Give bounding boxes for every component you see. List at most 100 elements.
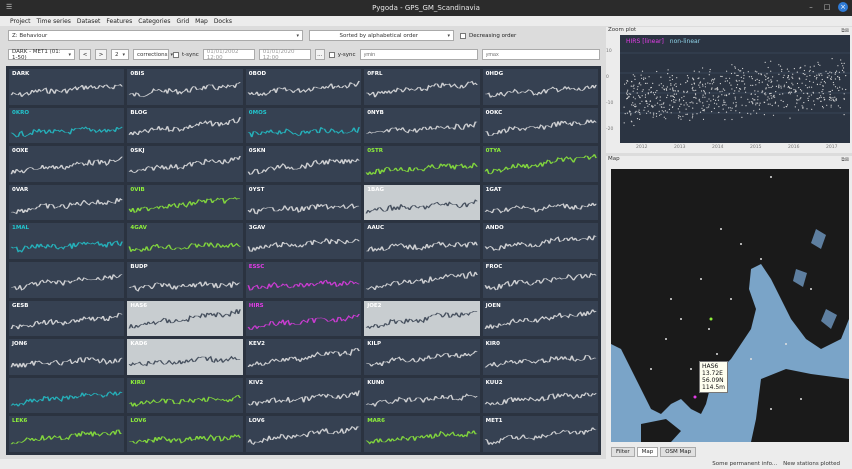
station-timeseries	[364, 262, 479, 298]
station-cell[interactable]: 0OXE	[9, 146, 124, 182]
station-label: KILP	[367, 341, 381, 347]
station-cell[interactable]: KIR0	[483, 339, 598, 375]
zoom-point	[789, 92, 790, 93]
mode-select[interactable]: corrections ▾	[133, 49, 169, 60]
station-cell[interactable]	[364, 262, 479, 298]
station-cell[interactable]: KIV2	[246, 378, 361, 414]
checkbox-icon[interactable]	[460, 33, 466, 39]
close-icon[interactable]: ×	[838, 2, 848, 12]
station-cell[interactable]: 0BOD	[246, 69, 361, 105]
columns-select[interactable]: 2 ▾	[111, 49, 129, 60]
feature-select[interactable]: Z: Behaviour ▾	[8, 30, 303, 41]
station-cell[interactable]: KAD6	[127, 339, 242, 375]
minimize-icon[interactable]: –	[806, 2, 816, 12]
station-cell[interactable]: 0TYA	[483, 146, 598, 182]
station-cell[interactable]: ESSC	[246, 262, 361, 298]
station-cell[interactable]: KEV2	[246, 339, 361, 375]
tab-osm-map[interactable]: OSM Map	[660, 447, 696, 457]
station-cell[interactable]: ANDO	[483, 223, 598, 259]
station-cell[interactable]: KIRU	[127, 378, 242, 414]
maximize-icon[interactable]: □	[822, 2, 832, 12]
station-cell[interactable]: BLOG	[127, 108, 242, 144]
station-cell[interactable]: 0VIB	[127, 185, 242, 221]
next-page-button[interactable]: >	[95, 49, 107, 60]
ymax-field[interactable]	[482, 49, 600, 60]
station-cell[interactable]: 1GAT	[483, 185, 598, 221]
station-cell[interactable]: HAS6	[127, 301, 242, 337]
station-cell[interactable]: 1MAL	[9, 223, 124, 259]
station-cell[interactable]: LOV6	[127, 416, 242, 452]
station-cell[interactable]: 0MOS	[246, 108, 361, 144]
menu-features[interactable]: Features	[106, 18, 132, 25]
station-cell[interactable]: BUDP	[127, 262, 242, 298]
zoom-point	[800, 89, 801, 90]
menu-docks[interactable]: Docks	[214, 18, 232, 25]
station-cell[interactable]: 0YST	[246, 185, 361, 221]
tmax-field[interactable]: 01/01/2020 12:00	[259, 49, 311, 60]
x-tick-label: 2016	[788, 145, 799, 150]
station-cell[interactable]: LEK6	[9, 416, 124, 452]
station-cell[interactable]: FROC	[483, 262, 598, 298]
station-cell[interactable]: JON6	[9, 339, 124, 375]
zoom-point	[711, 89, 712, 90]
date-picker-button[interactable]: ...	[315, 49, 325, 60]
zoom-point	[809, 75, 810, 76]
station-cell[interactable]: KUN0	[364, 378, 479, 414]
tab-filter[interactable]: Filter	[611, 447, 635, 457]
ysync-checkbox[interactable]: y-sync	[329, 52, 356, 58]
menu-time-series[interactable]: Time series	[37, 18, 71, 25]
tmin-field[interactable]: 01/01/2002 12:00	[203, 49, 255, 60]
station-cell[interactable]: AAUC	[364, 223, 479, 259]
sort-select[interactable]: Sorted by alphabetical order ▾	[309, 30, 454, 41]
station-cell[interactable]: 0OKC	[483, 108, 598, 144]
zoom-point	[765, 76, 766, 77]
ymin-field[interactable]	[360, 49, 478, 60]
station-cell[interactable]	[9, 378, 124, 414]
menu-map[interactable]: Map	[195, 18, 208, 25]
range-select[interactable]: DARK - MET1 (01: 1-50) ▾	[8, 49, 75, 60]
app-menu-icon[interactable]: ☰	[6, 3, 14, 11]
station-cell[interactable]: GESB	[9, 301, 124, 337]
station-cell[interactable]: DARK	[9, 69, 124, 105]
tsync-checkbox[interactable]: t-sync	[173, 52, 199, 58]
station-cell[interactable]: 0NYB	[364, 108, 479, 144]
station-cell[interactable]: 0VAR	[9, 185, 124, 221]
dock-float-icon[interactable]: ⧉⊠	[841, 28, 849, 34]
station-cell[interactable]: MET1	[483, 416, 598, 452]
station-cell[interactable]: MAR6	[364, 416, 479, 452]
tab-map[interactable]: Map	[637, 447, 659, 457]
dock-float-icon[interactable]: ⧉⊠	[841, 157, 849, 163]
zoom-point	[627, 90, 628, 91]
menu-categories[interactable]: Categories	[138, 18, 170, 25]
station-cell[interactable]: 4GAV	[127, 223, 242, 259]
menu-grid[interactable]: Grid	[177, 18, 190, 25]
zoom-point	[718, 96, 719, 97]
checkbox-icon[interactable]	[329, 52, 335, 58]
checkbox-icon[interactable]	[173, 52, 179, 58]
station-cell[interactable]: 0STR	[364, 146, 479, 182]
station-cell[interactable]: KILP	[364, 339, 479, 375]
station-cell[interactable]: 0BIS	[127, 69, 242, 105]
station-cell[interactable]: 0SKJ	[127, 146, 242, 182]
station-label: 0YST	[249, 187, 265, 193]
station-cell[interactable]: 0FRL	[364, 69, 479, 105]
station-cell[interactable]: 0SKN	[246, 146, 361, 182]
station-cell[interactable]: LOV6	[246, 416, 361, 452]
menu-dataset[interactable]: Dataset	[77, 18, 101, 25]
station-cell[interactable]: 1BAG	[364, 185, 479, 221]
zoom-point	[844, 98, 845, 99]
timeseries-line	[366, 81, 477, 97]
station-cell[interactable]: JOE2	[364, 301, 479, 337]
station-cell[interactable]: 0KRO	[9, 108, 124, 144]
menu-project[interactable]: Project	[10, 18, 31, 25]
station-cell[interactable]: JOEN	[483, 301, 598, 337]
decreasing-order-checkbox[interactable]: Decreasing order	[460, 33, 516, 39]
station-cell[interactable]: HIRS	[246, 301, 361, 337]
prev-page-button[interactable]: <	[79, 49, 91, 60]
station-cell[interactable]: 3GAV	[246, 223, 361, 259]
station-cell[interactable]: 0HDG	[483, 69, 598, 105]
station-cell[interactable]	[9, 262, 124, 298]
zoom-plot[interactable]: HIRS [linear] non-linear	[620, 35, 850, 143]
map-view[interactable]: HAS6 13.72E 56.09N 114.5m	[611, 169, 849, 442]
station-cell[interactable]: KUU2	[483, 378, 598, 414]
